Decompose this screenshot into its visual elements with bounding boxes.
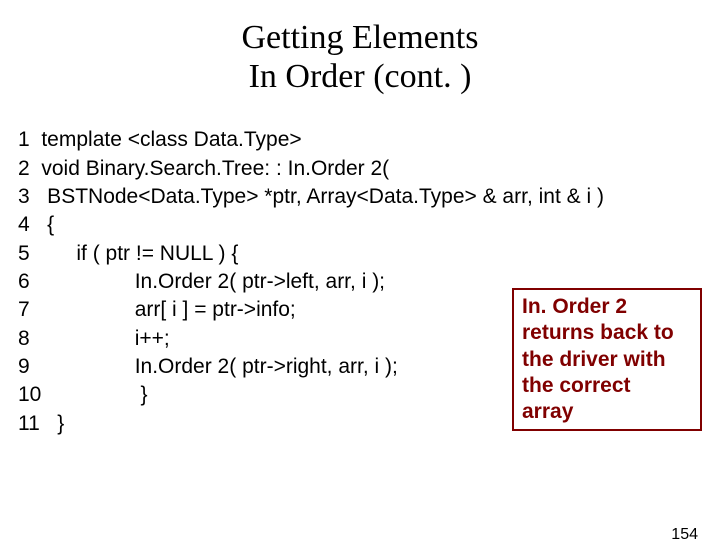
title-line-2: In Order (cont. ) — [249, 58, 472, 95]
callout-line: In. Order 2 — [522, 295, 627, 318]
code-line: 3 BSTNode<Data.Type> *ptr, Array<Data.Ty… — [18, 183, 720, 211]
code-line: 2 void Binary.Search.Tree: : In.Order 2( — [18, 155, 720, 183]
title-line-1: Getting Elements — [241, 19, 478, 56]
page-number: 154 — [671, 526, 698, 544]
code-line: 4 { — [18, 211, 720, 239]
callout-line: the correct — [522, 374, 631, 397]
slide-title: Getting Elements In Order (cont. ) — [0, 18, 720, 96]
callout-line: the driver with — [522, 348, 666, 371]
callout-line: array — [522, 400, 573, 423]
code-line: 5 if ( ptr != NULL ) { — [18, 240, 720, 268]
callout-line: returns back to — [522, 321, 674, 344]
annotation-callout: In. Order 2 returns back to the driver w… — [512, 288, 702, 431]
code-line: 1 template <class Data.Type> — [18, 126, 720, 154]
